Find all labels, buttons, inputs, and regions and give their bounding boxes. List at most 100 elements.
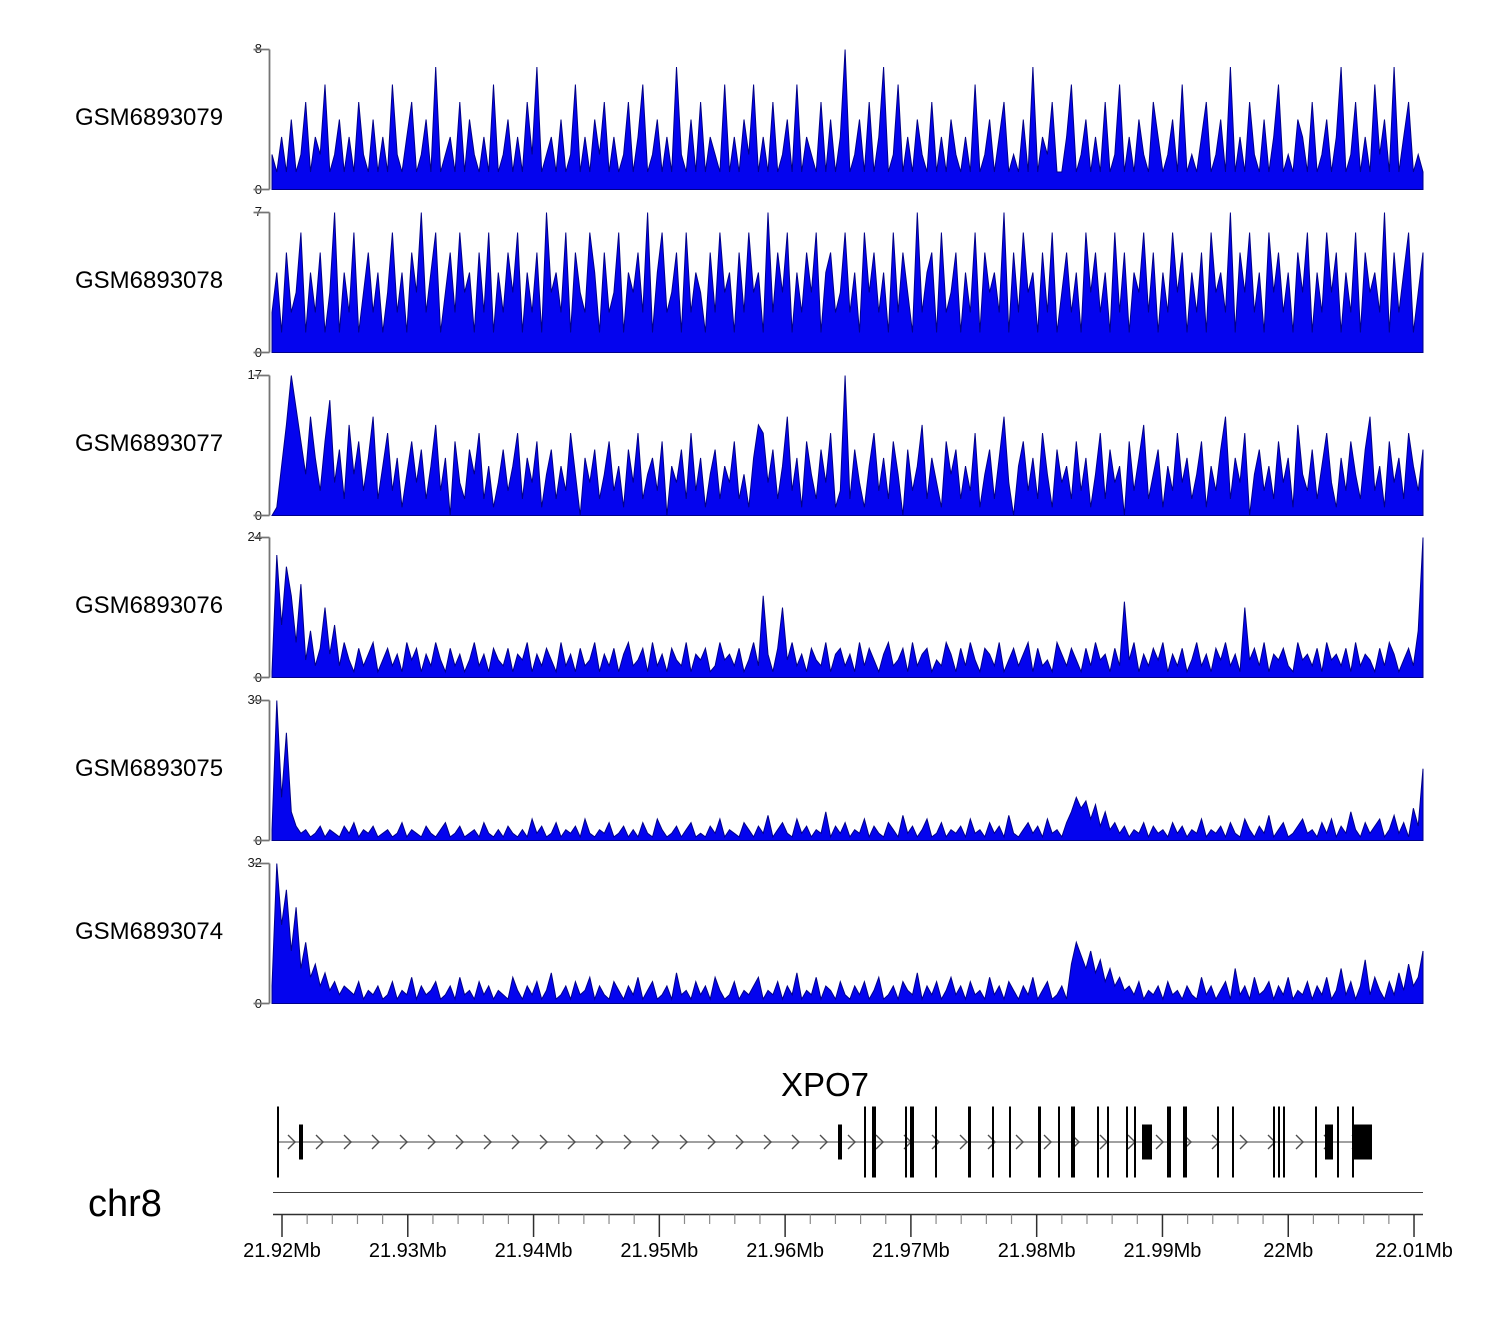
- gene-exon: [1134, 1106, 1136, 1178]
- track-label: GSM6893077: [75, 430, 224, 457]
- strand-arrow-icon: [819, 1134, 828, 1150]
- strand-arrow-icon: [987, 1134, 996, 1150]
- strand-arrow-icon: [371, 1134, 380, 1150]
- axis-tick-label: 21.92Mb: [243, 1240, 321, 1262]
- strand-arrow-icon: [1043, 1134, 1052, 1150]
- y-axis-bracket: [253, 374, 271, 517]
- gene-exon: [1183, 1106, 1187, 1178]
- strand-arrow-icon: [763, 1134, 772, 1150]
- y-axis-bracket: [253, 48, 271, 191]
- gene-exon: [1353, 1124, 1372, 1160]
- gene-exon: [1107, 1106, 1109, 1178]
- strand-arrow-icon: [875, 1134, 884, 1150]
- strand-arrow-icon: [623, 1134, 632, 1150]
- gene-exon: [872, 1106, 876, 1178]
- gene-name-label: XPO7: [780, 1066, 870, 1103]
- strand-arrow-icon: [343, 1134, 352, 1150]
- strand-arrow-icon: [735, 1134, 744, 1150]
- strand-arrow-icon: [483, 1134, 492, 1150]
- strand-arrow-icon: [287, 1134, 296, 1150]
- track-label: GSM6893075: [75, 755, 224, 782]
- strand-arrow-icon: [1155, 1134, 1164, 1150]
- track-plot: [253, 211, 1424, 354]
- gene-exon: [1167, 1106, 1171, 1178]
- gene-exon: [992, 1106, 994, 1178]
- track-label: GSM6893076: [75, 592, 224, 619]
- gene-exon: [1071, 1106, 1075, 1178]
- strand-arrow-icon: [567, 1134, 576, 1150]
- y-axis-max-label: 17: [247, 367, 262, 382]
- axis-tick-label: 21.96Mb: [746, 1240, 825, 1262]
- y-axis-max-label: 39: [247, 692, 262, 707]
- axis-tick-label: 21.93Mb: [368, 1240, 447, 1262]
- axis-tick-label: 21.99Mb: [1123, 1240, 1202, 1262]
- axis-tick-label: 21.95Mb: [620, 1240, 699, 1262]
- axis-range-line: [273, 1192, 1423, 1193]
- axis-tick-label: 21.97Mb: [871, 1240, 950, 1262]
- track-label: GSM6893074: [75, 918, 224, 945]
- track-plot: [253, 699, 1424, 842]
- strand-arrow-icon: [791, 1134, 800, 1150]
- chromosome-label: chr8: [88, 1183, 162, 1225]
- coverage-signal: [271, 375, 1424, 516]
- gene-exon: [968, 1106, 971, 1178]
- gene-exon: [1038, 1106, 1041, 1178]
- strand-arrow-icon: [427, 1134, 436, 1150]
- coverage-signal: [271, 537, 1424, 678]
- gene-exon: [1142, 1124, 1152, 1160]
- coverage-signal: [271, 212, 1424, 353]
- axis-tick-label: 22.01Mb: [1375, 1240, 1453, 1262]
- strand-arrow-icon: [399, 1134, 408, 1150]
- strand-arrow-icon: [595, 1134, 604, 1150]
- strand-arrow-icon: [511, 1134, 520, 1150]
- strand-arrow-icon: [539, 1134, 548, 1150]
- track-label: GSM6893078: [75, 267, 224, 294]
- y-axis-bracket: [253, 536, 271, 679]
- strand-arrow-icon: [959, 1134, 968, 1150]
- y-axis-bracket: [253, 862, 271, 1005]
- gene-exon: [1097, 1106, 1099, 1178]
- gene-exon: [1315, 1106, 1317, 1178]
- y-axis-bracket: [253, 699, 271, 842]
- gene-exon: [1126, 1106, 1128, 1178]
- gene-exon: [1009, 1106, 1011, 1178]
- gene-exon: [1217, 1106, 1219, 1178]
- track-label: GSM6893079: [75, 104, 224, 131]
- strand-arrow-icon: [651, 1134, 660, 1150]
- coverage-track: GSM6893075 39 0: [0, 692, 1500, 848]
- gene-exon: [1273, 1106, 1275, 1178]
- gene-exon: [1278, 1106, 1280, 1178]
- coverage-track: GSM6893079 8 0: [0, 41, 1500, 197]
- coverage-signal: [271, 700, 1424, 841]
- coverage-track: GSM6893076 24 0: [0, 529, 1500, 685]
- strand-arrow-icon: [1295, 1134, 1304, 1150]
- strand-arrow-icon: [931, 1134, 940, 1150]
- gene-exon: [910, 1106, 914, 1178]
- gene-exon: [1325, 1124, 1333, 1160]
- strand-arrow-icon: [707, 1134, 716, 1150]
- track-plot: [253, 374, 1424, 517]
- coverage-signal: [271, 863, 1424, 1004]
- axis-tick-label: 21.94Mb: [494, 1240, 573, 1262]
- y-axis-bracket: [253, 211, 271, 354]
- y-axis-max-label: 24: [247, 529, 262, 544]
- strand-arrow-icon: [847, 1134, 856, 1150]
- strand-arrow-icon: [1015, 1134, 1024, 1150]
- coverage-signal: [271, 49, 1424, 190]
- gene-exon: [935, 1106, 937, 1178]
- track-plot: [253, 862, 1424, 1005]
- gene-exon: [1337, 1106, 1339, 1178]
- coverage-track: GSM6893077 17 0: [0, 367, 1500, 523]
- coverage-track: GSM6893074 32 0: [0, 855, 1500, 1011]
- strand-arrow-icon: [455, 1134, 464, 1150]
- genome-ruler: [273, 1213, 1423, 1237]
- axis-tick-label: 22Mb: [1263, 1240, 1314, 1262]
- gene-exon: [299, 1124, 303, 1160]
- gene-model: [277, 1106, 1372, 1178]
- coverage-track: GSM6893078 7 0: [0, 204, 1500, 360]
- gene-exon: [1232, 1106, 1234, 1178]
- gene-exon: [838, 1124, 842, 1160]
- gene-exon: [1283, 1106, 1285, 1178]
- track-plot: [253, 48, 1424, 191]
